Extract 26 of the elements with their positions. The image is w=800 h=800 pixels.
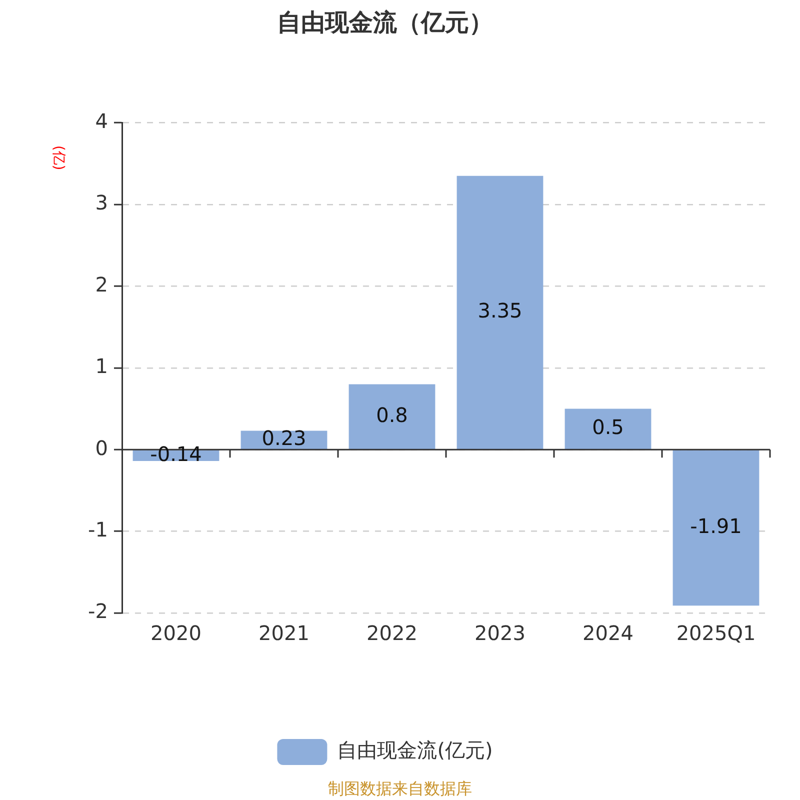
y-tick-label: -2	[88, 599, 108, 624]
text: 制图数据来自数据库	[328, 779, 472, 798]
y-tick-label: 2	[95, 272, 108, 296]
bar	[456, 176, 544, 449]
x-tick-label: 2022	[366, 621, 418, 646]
legend-label: 自由现金流(亿元)	[337, 738, 493, 762]
bar	[564, 408, 652, 449]
x-tick-label: 2024	[582, 621, 634, 646]
y-tick-label: -1	[88, 518, 108, 542]
data-label: 0.5	[592, 415, 624, 440]
bar	[672, 450, 760, 606]
x-tick-label: 2020	[150, 621, 202, 646]
x-tick-label: 2021	[258, 621, 310, 646]
data-label: -1.91	[690, 514, 742, 538]
data-label: 0.23	[262, 426, 306, 450]
y-tick-label: 3	[95, 190, 108, 215]
bar	[348, 384, 436, 449]
chart-title: 自由现金流（亿元）	[277, 8, 493, 37]
y-tick-label: 1	[95, 354, 108, 378]
x-tick-label: 2023	[474, 621, 526, 646]
y-tick-label: 4	[95, 109, 108, 134]
y-tick-label: 0	[95, 436, 108, 460]
data-label: 0.8	[376, 402, 408, 427]
data-label: 3.35	[478, 298, 522, 323]
x-tick-label: 2025Q1	[676, 621, 756, 646]
y-axis-title: (亿)	[50, 145, 66, 170]
